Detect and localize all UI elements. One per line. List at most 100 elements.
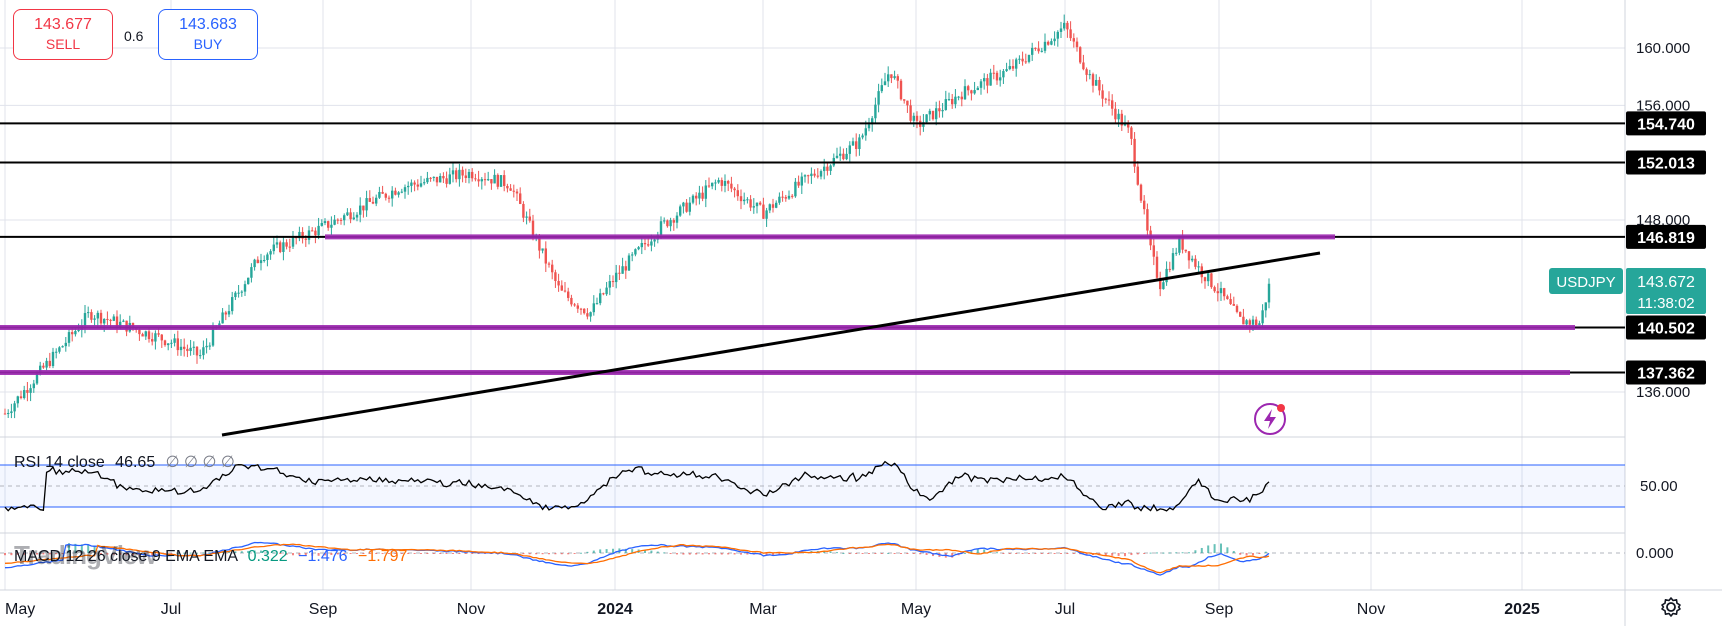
macd-histogram-bar xyxy=(964,552,966,554)
gear-icon[interactable] xyxy=(1660,596,1682,618)
candle-body xyxy=(842,153,845,160)
level-price-tag[interactable] xyxy=(1626,111,1706,136)
trendline[interactable] xyxy=(221,251,1321,437)
candle-body xyxy=(359,205,362,215)
macd-histogram-bar xyxy=(1156,552,1158,554)
macd-histogram-bar xyxy=(592,550,595,553)
macd-histogram-bar xyxy=(925,553,928,555)
candle-body xyxy=(989,72,992,86)
candle-body xyxy=(791,195,794,197)
candle-body xyxy=(455,170,458,180)
level-price-tag[interactable] xyxy=(1626,150,1706,175)
macd-histogram-bar xyxy=(1194,550,1197,553)
candle-body xyxy=(1056,31,1059,39)
candle-body xyxy=(493,174,496,184)
candle-body xyxy=(1040,50,1043,52)
candle-body xyxy=(1213,287,1216,292)
macd-histogram-bar xyxy=(650,550,653,553)
candle-body xyxy=(1229,299,1232,305)
candle-body xyxy=(970,90,973,94)
macd-hist-value: 0.322 xyxy=(247,548,288,565)
current-price-tag[interactable] xyxy=(1626,268,1706,314)
macd-histogram-bar xyxy=(1213,544,1216,553)
buy-button[interactable]: 143.683 BUY xyxy=(158,9,258,60)
macd-histogram-bar xyxy=(829,551,832,553)
candle-body xyxy=(637,247,640,250)
candle-body xyxy=(115,316,119,328)
macd-histogram-bar xyxy=(330,553,333,555)
candle-body xyxy=(1146,209,1149,231)
candle-body xyxy=(506,185,509,189)
macd-histogram-bar xyxy=(1200,547,1203,553)
macd-histogram-bar xyxy=(874,553,877,554)
candle-body xyxy=(554,272,557,281)
candle-body xyxy=(1152,245,1155,257)
candle-body xyxy=(659,221,663,235)
macd-histogram-bar xyxy=(68,543,70,553)
candle-body xyxy=(167,343,170,346)
macd-legend[interactable]: MACD 12 26 close 9 EMA EMA 0.322 −1.476 … xyxy=(14,548,407,566)
candle-body xyxy=(611,281,615,283)
candle-body xyxy=(480,179,483,182)
candle-body xyxy=(186,348,189,352)
macd-histogram-bar xyxy=(388,553,390,554)
sell-button[interactable]: 143.677 SELL xyxy=(13,9,113,60)
level-price-tag[interactable] xyxy=(1626,360,1706,385)
candle-body xyxy=(1066,22,1069,30)
candle-body xyxy=(1098,79,1101,91)
macd-histogram-bar xyxy=(16,553,19,555)
macd-histogram-bar xyxy=(714,553,717,555)
candle-body xyxy=(675,215,679,223)
macd-histogram-bar xyxy=(125,553,128,556)
candle-body xyxy=(435,176,439,183)
candle-body xyxy=(1008,66,1011,70)
macd-histogram-bar xyxy=(740,553,742,555)
macd-histogram-bar xyxy=(176,552,179,554)
candle-body xyxy=(1143,200,1146,210)
level-price-tag[interactable] xyxy=(1626,224,1706,249)
time-axis-label: Jul xyxy=(161,601,181,618)
rsi-legend[interactable]: RSI 14 close 46.65 ∅ ∅ ∅ ∅ xyxy=(14,452,235,472)
macd-histogram-bar xyxy=(1124,553,1126,557)
candle-body xyxy=(829,165,832,171)
macd-histogram-bar xyxy=(1130,553,1133,556)
candle-body xyxy=(1216,291,1219,294)
price-axis[interactable]: 160.000 156.000 148.000 136.000 154.740 152.0… xyxy=(1549,40,1706,401)
macd-histogram-bar xyxy=(727,553,730,555)
horizontal-levels[interactable] xyxy=(0,122,1625,437)
candle-body xyxy=(992,72,995,74)
macd-histogram-bar xyxy=(842,552,845,554)
candle-body xyxy=(1021,58,1024,62)
lightning-icon[interactable] xyxy=(1253,402,1287,436)
candle-body xyxy=(1027,54,1031,62)
level-price-tag[interactable] xyxy=(1626,315,1706,340)
candle-body xyxy=(685,202,688,212)
macd-histogram-bar xyxy=(1085,553,1088,555)
candle-body xyxy=(848,145,851,154)
candle-body xyxy=(909,105,912,121)
time-axis[interactable]: May Jul Sep Nov 2024 Mar May Jul Sep Nov 2025 xyxy=(5,601,1540,618)
candle-body xyxy=(650,241,653,246)
candle-body xyxy=(176,338,179,351)
candle-body xyxy=(739,196,743,202)
candle-body xyxy=(1024,61,1027,63)
candle-body xyxy=(144,331,147,337)
macd-histogram-bar xyxy=(304,553,307,556)
candle-body xyxy=(666,220,669,227)
candle-body xyxy=(48,360,51,367)
candle-body xyxy=(503,175,506,186)
candle-body xyxy=(250,267,253,278)
candle-body xyxy=(979,81,983,88)
candle-body xyxy=(384,193,387,198)
candle-body xyxy=(1248,320,1251,325)
candle-body xyxy=(93,318,96,320)
candle-body xyxy=(1235,305,1239,312)
candle-body xyxy=(595,303,599,305)
candle-body xyxy=(275,242,279,245)
candle-body xyxy=(928,110,931,115)
candle-body xyxy=(343,215,346,221)
bar-countdown: 11:38:02 xyxy=(1637,295,1694,312)
macd-histogram-bar xyxy=(541,553,544,555)
